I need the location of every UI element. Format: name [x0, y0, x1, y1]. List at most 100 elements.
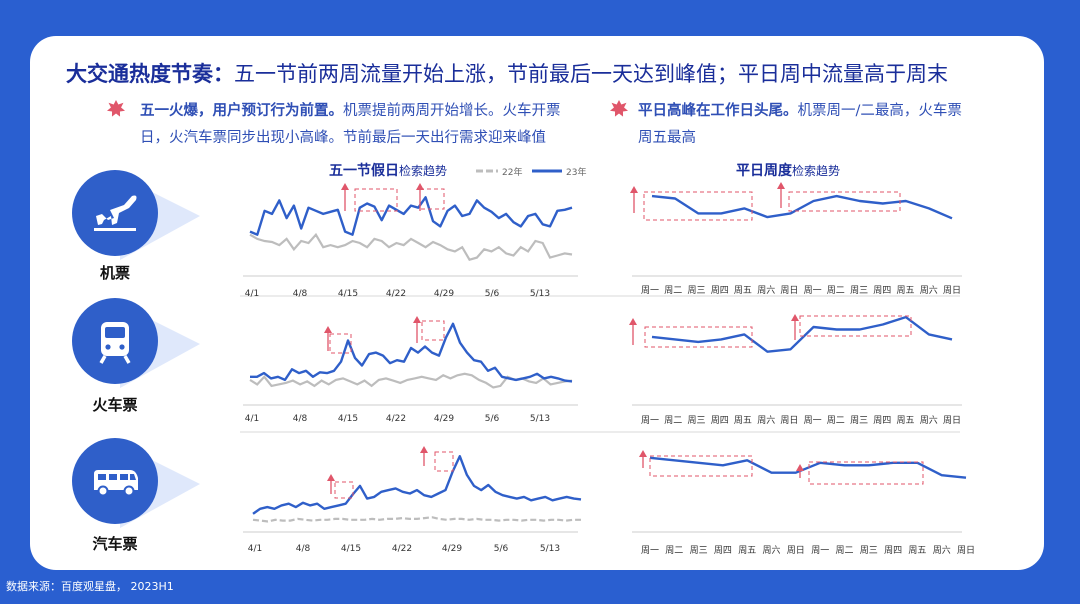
x-tick-label: 周三 [690, 545, 708, 556]
x-tick-label: 周六 [762, 544, 780, 556]
x-tick-label: 周日 [780, 285, 798, 296]
x-tick-label: 周日 [943, 415, 961, 426]
airplane-circle [72, 170, 158, 256]
x-tick-label: 5/6 [485, 414, 500, 424]
x-tick-label: 周四 [873, 415, 891, 426]
page-title: 大交通热度节奏：五一节前两周流量开始上涨，节前最后一天达到峰值；平日周中流量高于… [66, 58, 948, 88]
highlight-box [354, 188, 398, 212]
x-tick-label: 周一 [641, 415, 659, 426]
x-tick-label: 周日 [787, 545, 805, 556]
x-tick-label: 周三 [687, 285, 705, 296]
series-23-line [249, 196, 573, 236]
x-tick-label: 周二 [665, 545, 683, 556]
x-tick-label: 周六 [920, 284, 938, 296]
highlight-arrow-head [777, 182, 785, 189]
x-tick-label: 周日 [957, 545, 975, 556]
legend-23-label: 23年 [566, 166, 586, 178]
x-tick-label: 4/22 [386, 414, 406, 424]
highlight-box [808, 461, 924, 485]
x-tick-label: 周五 [734, 415, 752, 426]
x-tick-label: 周三 [850, 415, 868, 426]
highlight-arrow-head [796, 464, 804, 471]
x-tick-label: 周二 [827, 415, 845, 426]
x-tick-label: 5/13 [530, 414, 550, 424]
x-tick-label: 4/8 [293, 414, 308, 424]
transport-label-bus: 汽车票 [92, 535, 138, 553]
series-23-line [250, 322, 573, 383]
left-insight-bold: 五一火爆，用户预订行为前置。 [140, 103, 343, 119]
left-insight-line2: 日，火汽车票同步出现小高峰。节前最后一天出行需求迎来峰值 [140, 130, 546, 146]
right-insight: 平日高峰在工作日头尾。机票周一/二最高，火车票周五最高 [638, 98, 1018, 152]
highlight-arrow-head [420, 446, 428, 453]
highlight-arrow-head [639, 450, 647, 457]
series-22-line [252, 516, 581, 523]
x-tick-label: 周四 [884, 545, 902, 556]
legend-22-label: 22年 [502, 166, 522, 178]
right-insight-bold: 平日高峰在工作日头尾。 [638, 103, 798, 119]
right-insight-line2: 周五最高 [638, 130, 696, 146]
left-chart-title: 五一节假日检索趋势 [329, 162, 447, 179]
x-tick-label: 周一 [641, 545, 659, 556]
x-tick-label: 周二 [835, 545, 853, 556]
bus-icon [94, 470, 138, 497]
burst-star-icon [610, 100, 628, 117]
x-tick-label: 周五 [738, 545, 756, 556]
x-tick-label: 周六 [933, 544, 951, 556]
x-tick-label: 4/29 [434, 289, 454, 299]
highlight-arrow-head [416, 183, 424, 190]
highlight-box [334, 481, 354, 499]
x-tick-label: 周五 [896, 415, 914, 426]
weekly-trend-line [649, 456, 967, 479]
left-insight-line1: 机票提前两周开始增长。火车开票 [343, 103, 561, 119]
x-tick-label: 周三 [687, 415, 705, 426]
x-tick-label: 周日 [943, 285, 961, 296]
title-bold: 大交通热度节奏： [66, 62, 234, 86]
x-tick-label: 4/15 [338, 289, 358, 299]
x-tick-label: 周五 [896, 285, 914, 296]
right-insight-line1: 机票周一/二最高，火车票 [797, 103, 962, 119]
x-tick-label: 4/22 [392, 544, 412, 554]
content-card [30, 36, 1044, 570]
transport-label-airplane: 机票 [99, 264, 130, 282]
x-tick-label: 周一 [641, 285, 659, 296]
x-tick-label: 周五 [734, 285, 752, 296]
train-icon [99, 322, 131, 364]
x-tick-label: 4/8 [296, 544, 311, 554]
x-tick-label: 周一 [804, 285, 822, 296]
highlight-box [788, 191, 901, 212]
x-tick-label: 周二 [664, 415, 682, 426]
x-tick-label: 周四 [714, 545, 732, 556]
series-22-line [249, 372, 573, 389]
x-tick-label: 周五 [908, 545, 926, 556]
highlight-arrow-head [629, 318, 637, 325]
left-chart-title-rest: 检索趋势 [399, 163, 447, 178]
burst-star-icon [107, 100, 125, 117]
airplane-icon [94, 195, 137, 231]
series-22-line [249, 232, 573, 261]
x-tick-label: 周三 [850, 285, 868, 296]
highlight-box [434, 451, 454, 472]
x-tick-label: 周日 [780, 415, 798, 426]
x-tick-label: 4/15 [338, 414, 358, 424]
x-tick-label: 5/6 [494, 544, 509, 554]
x-tick-label: 4/8 [293, 289, 308, 299]
highlight-arrow-head [413, 316, 421, 323]
x-tick-label: 周六 [757, 414, 775, 426]
x-tick-label: 周三 [860, 545, 878, 556]
plot-layer: 4/1 4/8 4/15 4/22 4/29 5/6 5/13 4/1 4/8 4/15 4/22 4… [243, 182, 975, 556]
highlight-box [643, 191, 753, 221]
x-tick-label: 4/1 [245, 289, 259, 299]
weekly-trend-line [651, 315, 953, 353]
title-rest: 五一节前两周流量开始上涨，节前最后一天达到峰值；平日周中流量高于周末 [234, 62, 948, 86]
highlight-arrow-head [791, 314, 799, 321]
highlight-box [799, 315, 912, 337]
x-tick-label: 周四 [873, 285, 891, 296]
highlight-box [421, 320, 445, 341]
left-insight: 五一火爆，用户预订行为前置。机票提前两周开始增长。火车开票日，火汽车票同步出现小… [140, 98, 600, 152]
x-tick-label: 周四 [711, 415, 729, 426]
transport-label-train: 火车票 [92, 396, 138, 414]
x-tick-label: 5/13 [530, 289, 550, 299]
x-tick-label: 周六 [757, 284, 775, 296]
x-tick-label: 周一 [811, 545, 829, 556]
